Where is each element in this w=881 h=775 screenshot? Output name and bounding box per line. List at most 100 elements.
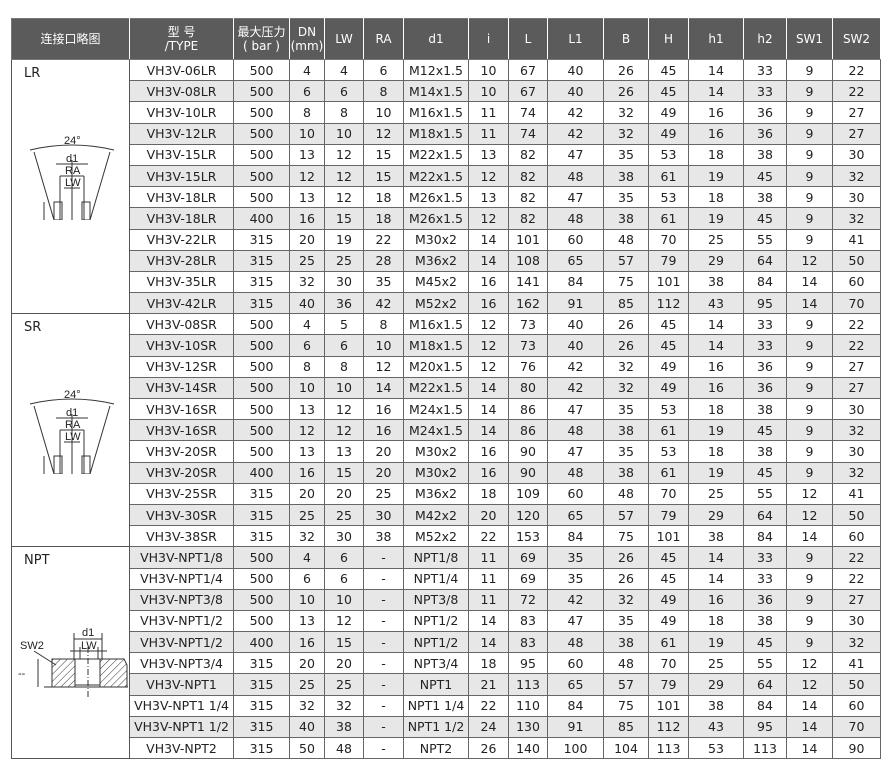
value-cell: 500 [233,609,290,633]
value-cell: 50 [832,673,881,696]
value-cell: 26 [603,58,649,82]
value-cell: 33 [743,313,787,336]
value-cell: 40 [289,715,325,739]
value-cell: 90 [508,440,548,463]
value-cell: 53 [648,186,689,209]
value-cell: 48 [603,228,649,251]
value-cell: 50 [832,249,881,272]
value-cell: 67 [508,80,548,103]
value-cell: 153 [508,525,548,548]
value-cell: 84 [547,694,604,717]
value-cell: 49 [648,588,689,611]
value-cell: 27 [832,588,881,611]
value-cell: 315 [233,482,290,505]
model-cell: VH3V-10SR [129,334,234,357]
value-cell: 32 [324,694,364,717]
value-cell: 11 [468,567,509,590]
value-cell: 48 [547,631,604,654]
value-cell: 72 [508,588,548,611]
value-cell: 500 [233,567,290,590]
value-cell: 11 [468,588,509,611]
svg-text:SW2: SW2 [20,640,44,652]
value-cell: M12x1.5 [403,58,469,82]
value-cell: 10 [324,588,364,611]
value-cell: 95 [743,715,787,739]
value-cell: 91 [547,715,604,739]
value-cell: - [363,567,404,590]
value-cell: 48 [603,482,649,505]
value-cell: M18x1.5 [403,122,469,145]
value-cell: 19 [324,228,364,251]
value-cell: 35 [547,567,604,590]
model-cell: VH3V-18LR [129,207,234,230]
value-cell: 38 [603,461,649,484]
value-cell: M26x1.5 [403,186,469,209]
column-header: h1 [688,18,744,60]
value-cell: 4 [289,546,325,569]
value-cell: 101 [648,694,689,717]
value-cell: M30x2 [403,461,469,484]
value-cell: 15 [363,143,404,166]
value-cell: 57 [603,249,649,272]
value-cell: 80 [508,376,548,400]
value-cell: 36 [324,292,364,315]
model-cell: VH3V-15LR [129,164,234,188]
table-row: VH3V-22LR 315 20 19 22 M30x2 14 101 60 48 70 25 55 9 4… [12,228,881,251]
value-cell: 20 [468,503,509,527]
value-cell: 13 [324,440,364,463]
value-cell: 82 [508,143,548,166]
value-cell: 49 [648,355,689,378]
value-cell: 84 [743,694,787,717]
value-cell: 315 [233,736,290,760]
value-cell: 38 [603,207,649,230]
table-row: VH3V-16SR 500 13 12 16 M24x1.5 14 86 47 35 53 18 38 9… [12,397,881,421]
value-cell: 79 [648,673,689,696]
value-cell: 49 [648,101,689,124]
value-cell: 32 [289,525,325,548]
model-cell: VH3V-28LR [129,249,234,272]
model-cell: VH3V-16SR [129,397,234,421]
column-header: DN (mm) [289,18,325,60]
value-cell: NPT1/2 [403,631,469,654]
model-cell: VH3V-42LR [129,292,234,315]
value-cell: 6 [324,334,364,357]
value-cell: 30 [363,503,404,527]
value-cell: 32 [603,355,649,378]
value-cell: 76 [508,355,548,378]
value-cell: 500 [233,546,290,569]
value-cell: 12 [786,482,833,505]
model-cell: VH3V-14SR [129,376,234,400]
value-cell: 9 [786,186,833,209]
value-cell: 9 [786,334,833,357]
value-cell: 9 [786,376,833,400]
value-cell: 29 [688,503,744,527]
value-cell: 14 [786,270,833,294]
value-cell: 43 [688,292,744,315]
value-cell: 60 [832,694,881,717]
value-cell: 35 [603,440,649,463]
value-cell: 75 [603,270,649,294]
column-header: d1 [403,18,469,60]
column-header: L1 [547,18,604,60]
value-cell: 30 [832,397,881,421]
value-cell: 20 [363,440,404,463]
value-cell: 26 [603,80,649,103]
value-cell: 70 [832,715,881,739]
value-cell: 36 [743,588,787,611]
column-header: 型 号/TYPE [129,18,234,60]
value-cell: 12 [468,164,509,188]
model-cell: VH3V-38SR [129,525,234,548]
model-cell: VH3V-08LR [129,80,234,103]
value-cell: 400 [233,207,290,230]
value-cell: 47 [547,440,604,463]
value-cell: 60 [547,228,604,251]
value-cell: 42 [547,122,604,145]
value-cell: 73 [508,334,548,357]
value-cell: 35 [603,609,649,633]
column-header: SW1 [786,18,833,60]
value-cell: 9 [786,101,833,124]
value-cell: 70 [648,652,689,675]
value-cell: 85 [603,715,649,739]
value-cell: 38 [603,631,649,654]
value-cell: 45 [648,80,689,103]
